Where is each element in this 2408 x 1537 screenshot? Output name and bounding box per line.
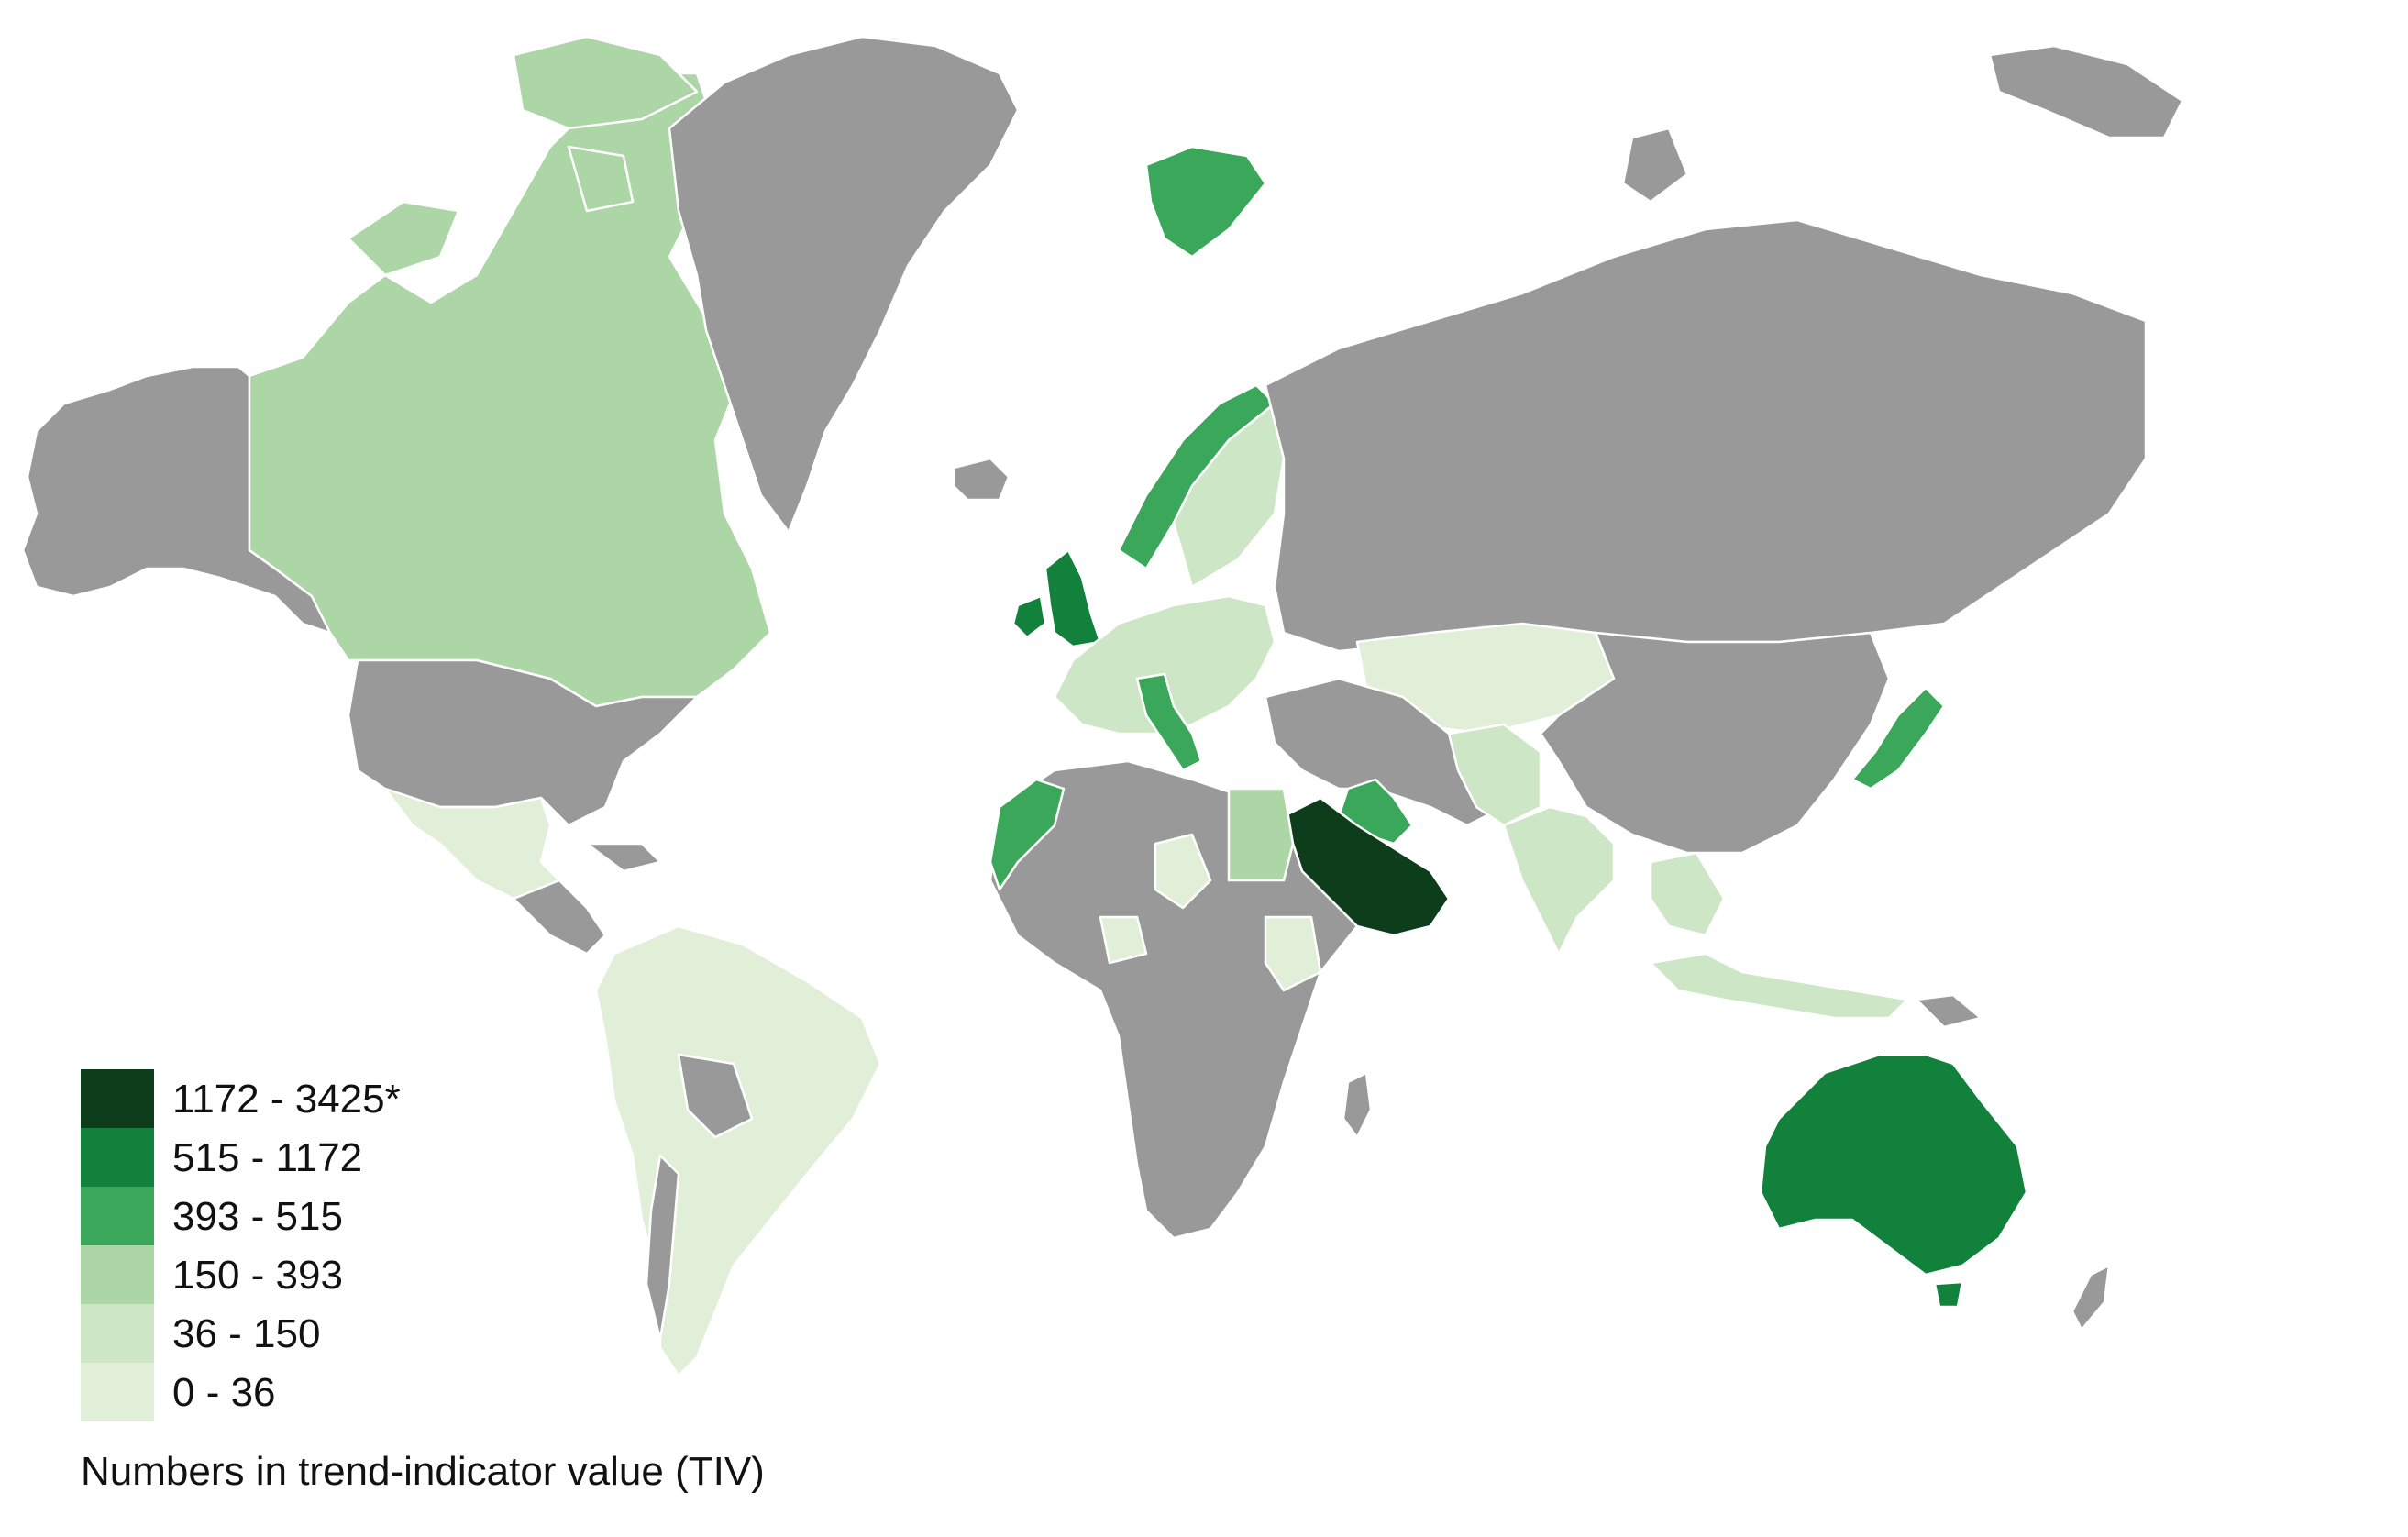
legend-swatch bbox=[81, 1069, 154, 1128]
country-mexico bbox=[383, 787, 561, 901]
country-india bbox=[1502, 805, 1616, 956]
legend-swatch bbox=[81, 1363, 154, 1421]
legend-label: 0 - 36 bbox=[172, 1370, 276, 1415]
country-japan bbox=[1850, 686, 1946, 791]
legend-label: 1172 - 3425* bbox=[172, 1077, 401, 1122]
country-south-america bbox=[594, 924, 882, 1377]
country-usa-alaska bbox=[21, 365, 332, 635]
country-australia-tasmania bbox=[1933, 1280, 1964, 1309]
country-southeast-asia bbox=[1649, 851, 1726, 937]
country-middle-east bbox=[1264, 677, 1506, 827]
country-canada-islands bbox=[347, 35, 699, 277]
country-egypt bbox=[1227, 787, 1295, 882]
legend-swatch bbox=[81, 1304, 154, 1363]
country-iceland bbox=[952, 457, 1011, 502]
country-usa bbox=[347, 658, 699, 827]
country-russia bbox=[1264, 218, 2148, 653]
country-morocco bbox=[989, 778, 1066, 891]
country-bolivia-chile bbox=[645, 1053, 754, 1341]
country-madagascar bbox=[1342, 1071, 1373, 1139]
legend-swatch bbox=[81, 1187, 154, 1245]
country-italy bbox=[1135, 672, 1203, 772]
country-europe bbox=[1053, 594, 1276, 735]
country-papua-new-guinea bbox=[1915, 993, 1983, 1029]
legend-label: 515 - 1172 bbox=[172, 1135, 363, 1180]
legend-swatch bbox=[81, 1245, 154, 1304]
country-russia-islands bbox=[1621, 44, 2184, 204]
country-united-kingdom bbox=[1044, 548, 1102, 648]
legend-swatch bbox=[81, 1128, 154, 1187]
legend-label: 36 - 150 bbox=[172, 1311, 321, 1356]
country-greenland bbox=[668, 35, 1020, 534]
country-indonesia bbox=[1649, 952, 1909, 1020]
country-central-america bbox=[512, 842, 662, 956]
legend-label: 393 - 515 bbox=[172, 1194, 343, 1239]
country-pakistan bbox=[1447, 723, 1542, 827]
country-china bbox=[1539, 631, 1891, 855]
country-svalbard bbox=[1144, 145, 1267, 259]
country-australia bbox=[1759, 1053, 2028, 1277]
country-new-zealand bbox=[2071, 1264, 2111, 1332]
legend-label: 150 - 393 bbox=[172, 1253, 343, 1298]
countries-layer bbox=[21, 35, 2184, 1377]
country-africa-light bbox=[1099, 833, 1322, 992]
legend-caption: Numbers in trend-indicator value (TIV) bbox=[81, 1449, 765, 1494]
country-ireland bbox=[1011, 594, 1047, 639]
